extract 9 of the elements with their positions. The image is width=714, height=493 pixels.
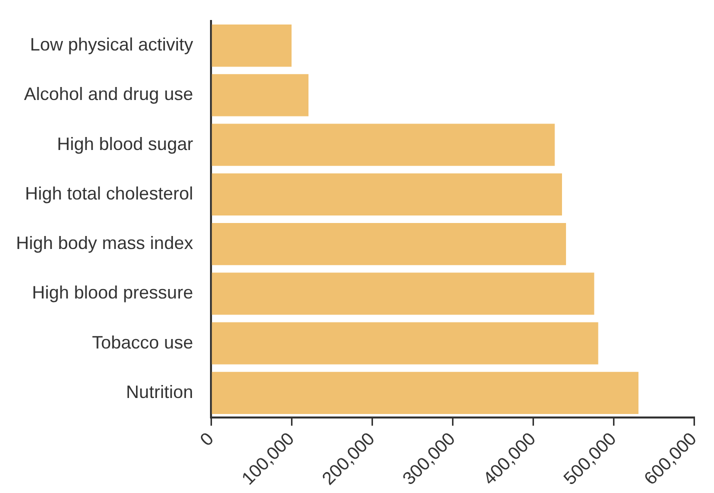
y-tick-label: High body mass index: [16, 233, 194, 254]
y-tick-label: Alcohol and drug use: [24, 84, 194, 104]
y-tick-label: Tobacco use: [92, 332, 194, 352]
y-tick-label: Low physical activity: [30, 34, 194, 55]
x-tick-label: 0: [196, 428, 218, 450]
y-tick-label: Nutrition: [126, 382, 194, 402]
y-tick-label: High blood sugar: [56, 134, 194, 154]
y-tick-label: High total cholesterol: [24, 183, 194, 204]
y-tick-label: High blood pressure: [32, 282, 194, 303]
